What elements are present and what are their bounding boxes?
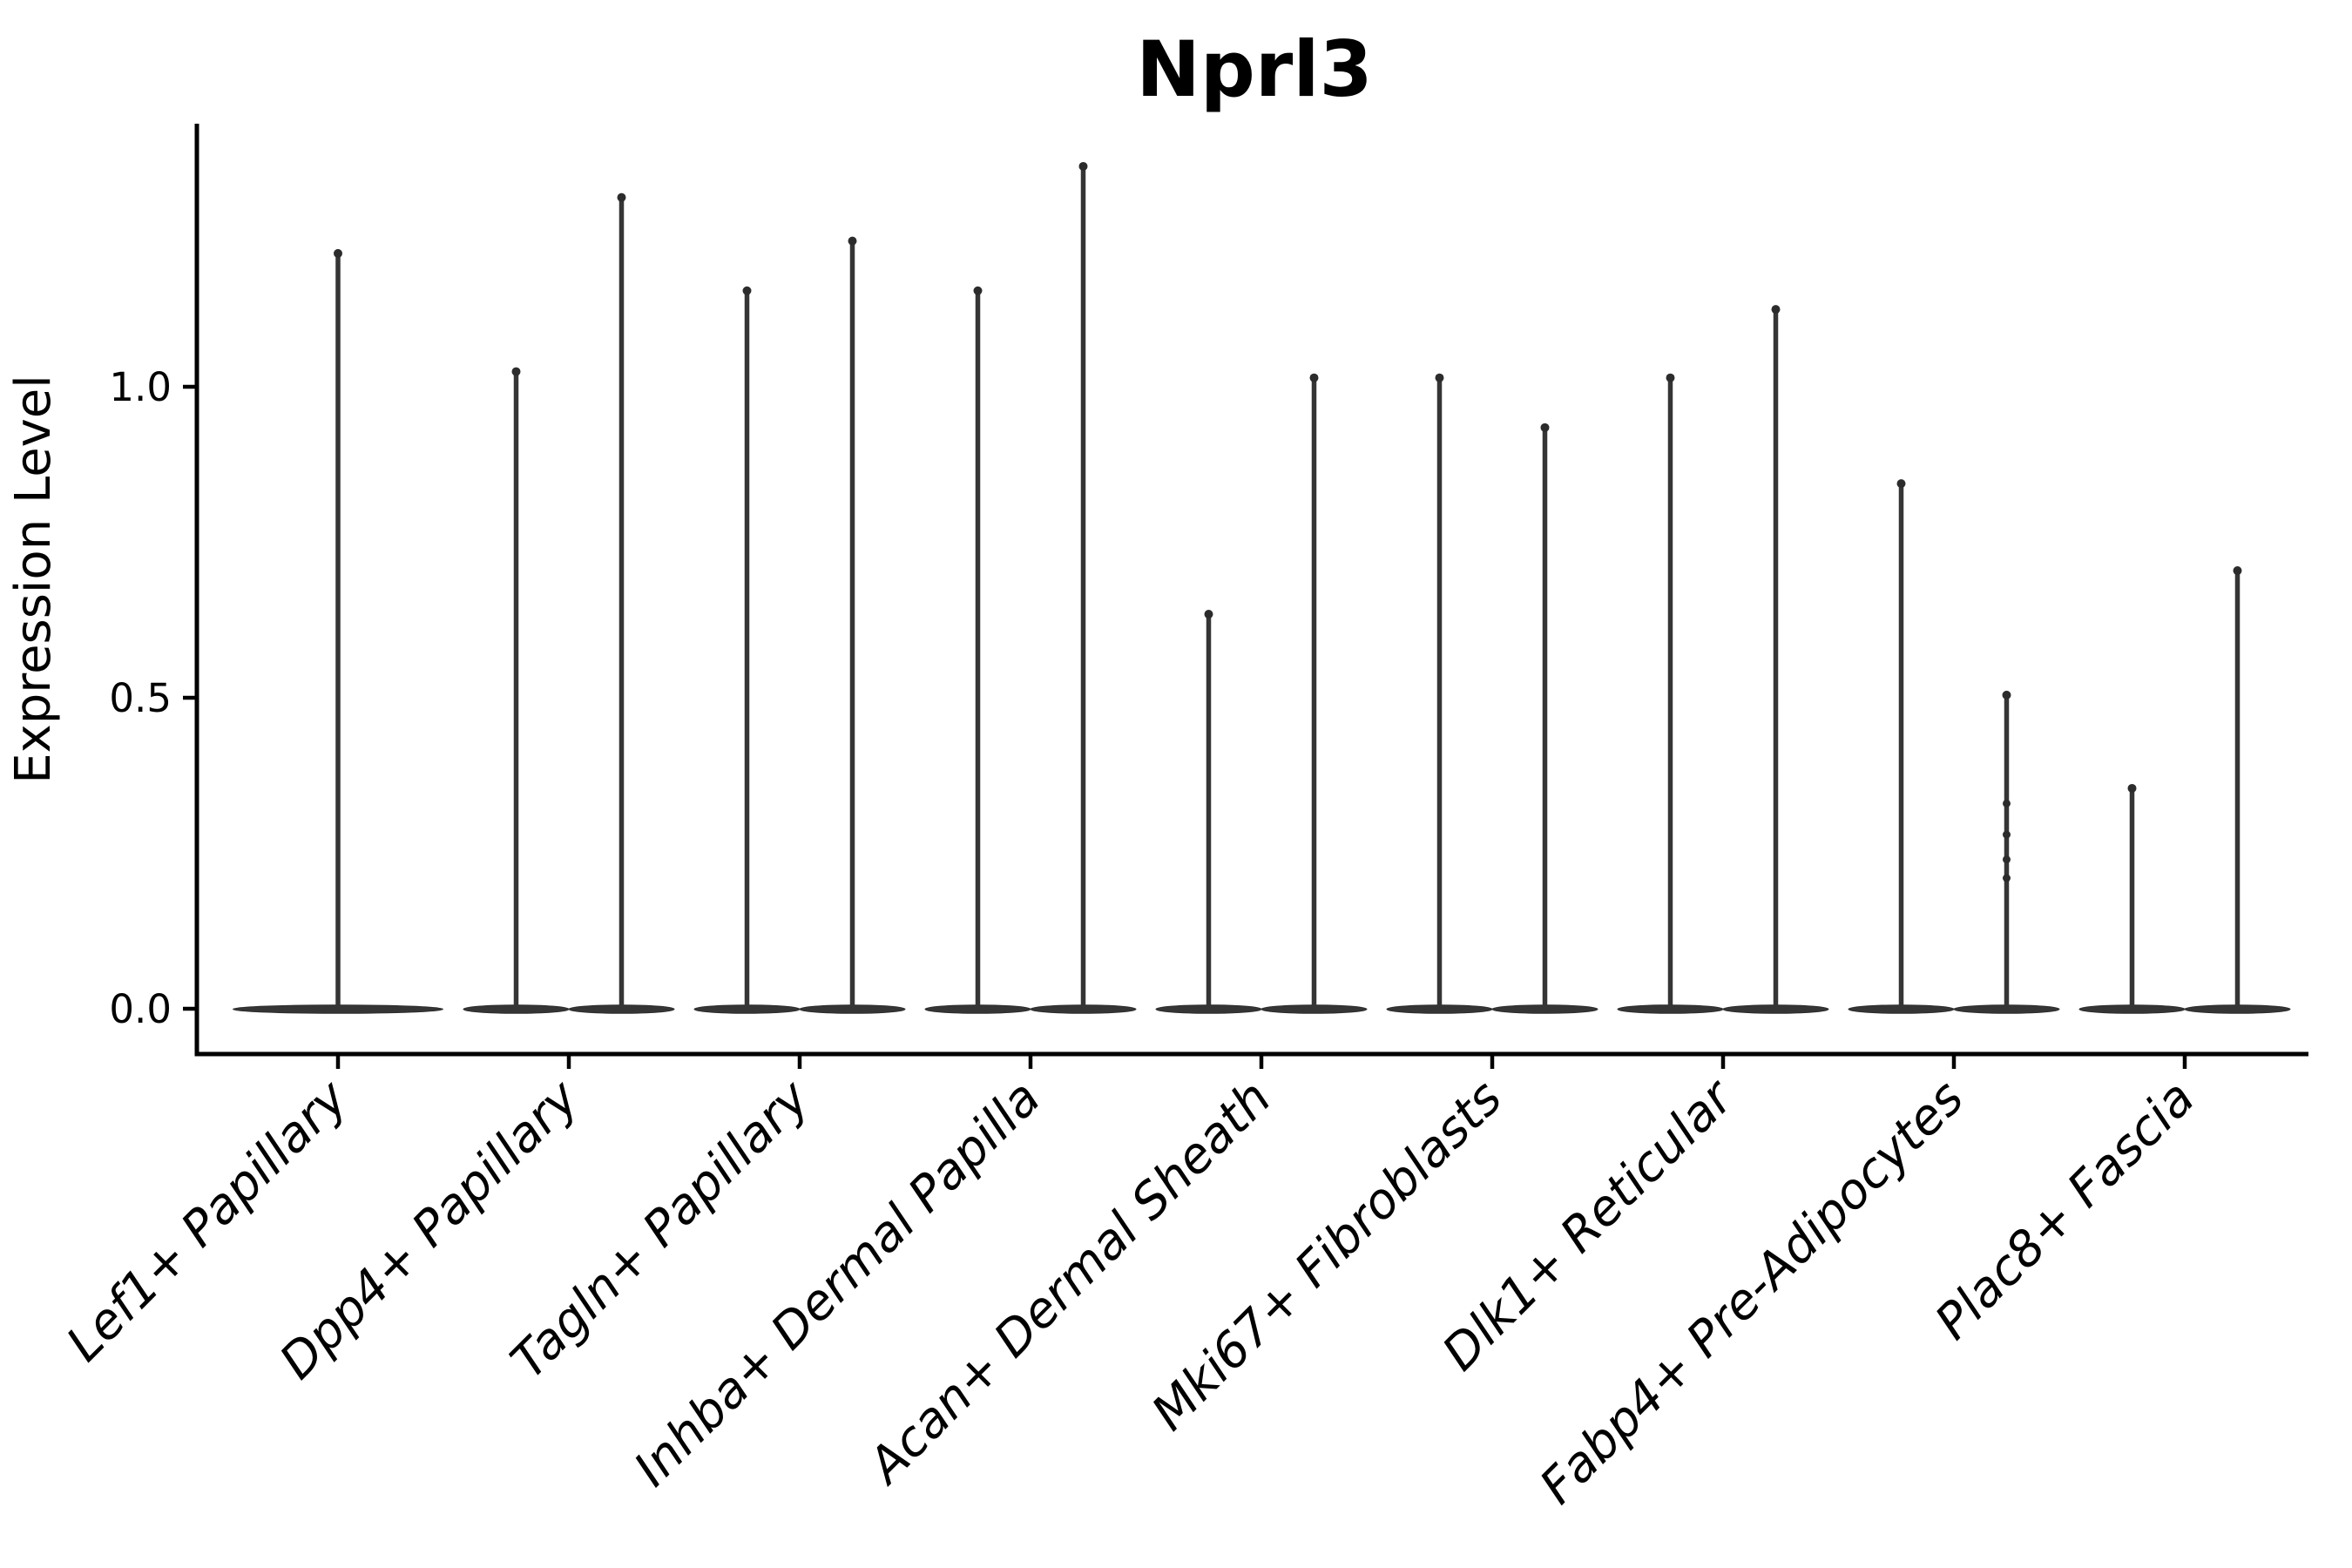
jitter-points — [2003, 799, 2011, 882]
violin-max-point — [1078, 161, 1088, 171]
violin-group-1 — [463, 193, 675, 1014]
violin-group-0 — [233, 248, 443, 1014]
y-axis-title: Expression Level — [5, 375, 62, 784]
y-axis: 0.0 0.5 1.0 — [109, 364, 197, 1032]
violin-max-point — [334, 248, 342, 258]
violin-group-8 — [2078, 566, 2291, 1014]
violin-max-point — [1204, 610, 1213, 619]
violin-max-point — [1896, 479, 1906, 489]
violin-max-point — [1435, 373, 1444, 382]
x-tick-label: Inhba+ Dermal Papilla — [624, 1070, 1051, 1497]
violin-max-point — [617, 193, 626, 202]
violin-group-6 — [1617, 305, 1829, 1014]
axes — [194, 124, 2308, 1057]
y-tick-label: 0.5 — [109, 675, 172, 721]
violin-max-point — [1771, 305, 1781, 314]
chart-title: Nprl3 — [1136, 24, 1373, 114]
violin-max-point — [2002, 690, 2011, 700]
violin-max-point — [973, 286, 983, 295]
violin-group-5 — [1386, 373, 1598, 1014]
jitter-point — [2003, 874, 2011, 882]
jitter-point — [2003, 799, 2011, 808]
x-tick-label: Acan+ Dermal Sheath — [856, 1070, 1282, 1496]
violin-max-point — [511, 367, 521, 376]
violin-max-point — [848, 236, 857, 246]
violin-group-4 — [1155, 373, 1368, 1014]
violin-max-point — [1666, 373, 1675, 382]
violin-max-point — [2233, 566, 2242, 576]
y-tick-label: 0.0 — [109, 986, 172, 1032]
jitter-point — [2003, 855, 2011, 864]
jitter-point — [2003, 830, 2011, 839]
violin-max-point — [1540, 422, 1550, 432]
violin-group-2 — [693, 236, 906, 1014]
violin-max-point — [2127, 783, 2137, 793]
violin-group-3 — [924, 161, 1137, 1014]
violins — [233, 161, 2291, 1014]
violin-group-7 — [1848, 479, 2060, 1014]
y-tick-label: 1.0 — [109, 364, 172, 410]
violin-max-point — [1309, 373, 1319, 382]
x-tick-label: Fabp4+ Pre-Adipocytes — [1530, 1070, 1975, 1515]
violin-max-point — [742, 286, 752, 295]
